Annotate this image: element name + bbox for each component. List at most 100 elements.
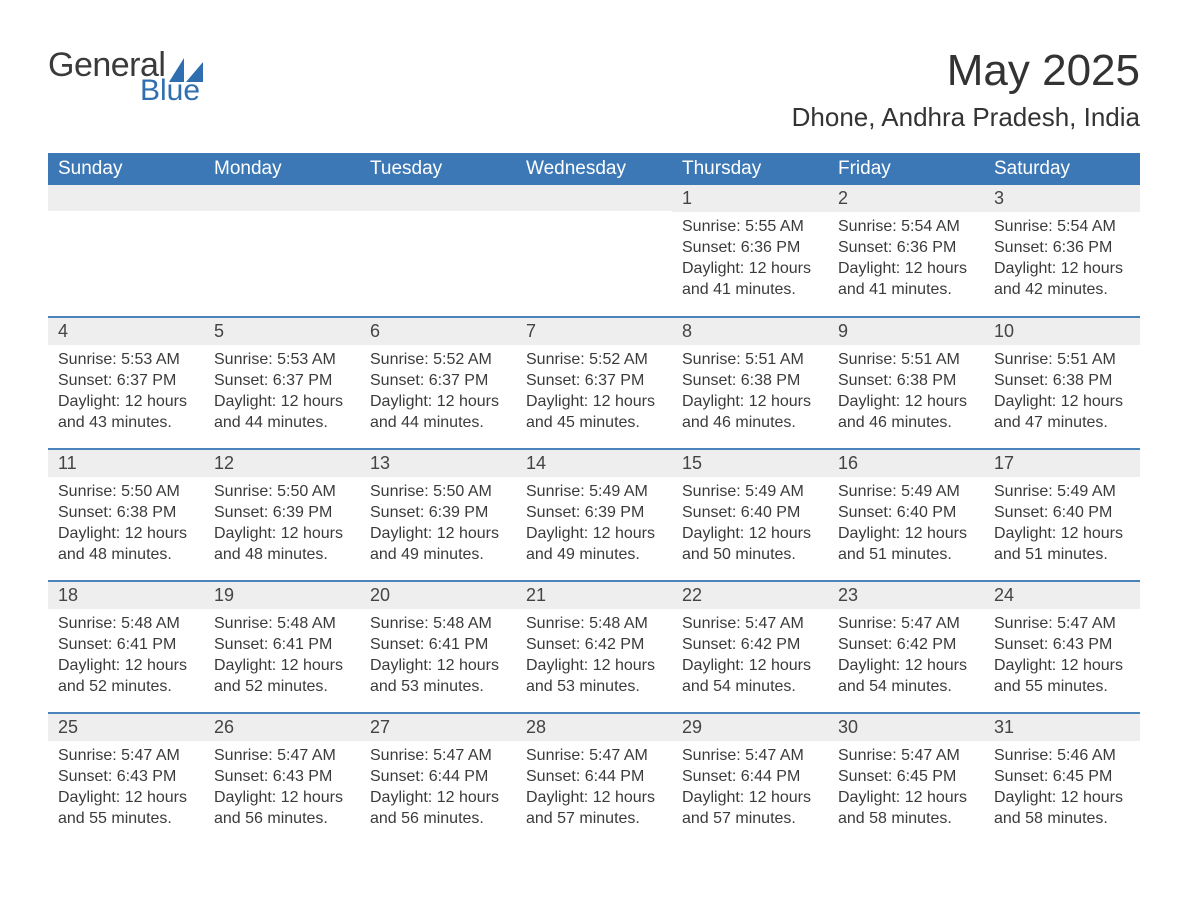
sunrise-value: 5:50 AM	[277, 483, 336, 500]
sunrise-label: Sunrise:	[838, 747, 897, 764]
day-details: Sunrise: 5:48 AMSunset: 6:41 PMDaylight:…	[204, 609, 360, 705]
sunrise-label: Sunrise:	[682, 615, 741, 632]
title-block: May 2025 Dhone, Andhra Pradesh, India	[792, 48, 1140, 147]
sunrise-label: Sunrise:	[58, 351, 117, 368]
sunrise-line: Sunrise: 5:47 AM	[214, 745, 350, 766]
day-details: Sunrise: 5:50 AMSunset: 6:39 PMDaylight:…	[204, 477, 360, 573]
day-details: Sunrise: 5:53 AMSunset: 6:37 PMDaylight:…	[204, 345, 360, 441]
sunset-value: 6:41 PM	[273, 636, 333, 653]
daylight-label: Daylight:	[526, 525, 588, 542]
sunset-line: Sunset: 6:43 PM	[994, 634, 1130, 655]
sunrise-value: 5:55 AM	[745, 218, 804, 235]
day-details: Sunrise: 5:49 AMSunset: 6:39 PMDaylight:…	[516, 477, 672, 573]
daylight-line: Daylight: 12 hours and 51 minutes.	[838, 523, 974, 565]
sunset-label: Sunset:	[682, 372, 736, 389]
sunrise-line: Sunrise: 5:47 AM	[58, 745, 194, 766]
sunset-line: Sunset: 6:41 PM	[214, 634, 350, 655]
sunrise-label: Sunrise:	[370, 747, 429, 764]
daylight-line: Daylight: 12 hours and 56 minutes.	[214, 787, 350, 829]
daylight-line: Daylight: 12 hours and 54 minutes.	[682, 655, 818, 697]
daylight-line: Daylight: 12 hours and 44 minutes.	[370, 391, 506, 433]
sunrise-label: Sunrise:	[370, 483, 429, 500]
sunset-label: Sunset:	[370, 372, 424, 389]
sunrise-label: Sunrise:	[526, 615, 585, 632]
sunrise-line: Sunrise: 5:49 AM	[838, 481, 974, 502]
daylight-line: Daylight: 12 hours and 43 minutes.	[58, 391, 194, 433]
sunset-value: 6:44 PM	[585, 768, 645, 785]
daylight-label: Daylight:	[994, 657, 1056, 674]
sunrise-label: Sunrise:	[370, 615, 429, 632]
daylight-label: Daylight:	[994, 525, 1056, 542]
sunset-line: Sunset: 6:42 PM	[838, 634, 974, 655]
sunrise-label: Sunrise:	[994, 615, 1053, 632]
sunrise-line: Sunrise: 5:50 AM	[214, 481, 350, 502]
sunset-value: 6:39 PM	[273, 504, 333, 521]
sunset-value: 6:40 PM	[897, 504, 957, 521]
weekday-header-row: Sunday Monday Tuesday Wednesday Thursday…	[48, 153, 1140, 185]
calendar-day-cell: 28Sunrise: 5:47 AMSunset: 6:44 PMDayligh…	[516, 713, 672, 845]
daylight-line: Daylight: 12 hours and 56 minutes.	[370, 787, 506, 829]
sunrise-value: 5:46 AM	[1057, 747, 1116, 764]
day-number: 30	[828, 714, 984, 741]
sunset-line: Sunset: 6:37 PM	[214, 370, 350, 391]
sunrise-value: 5:47 AM	[433, 747, 492, 764]
sunset-label: Sunset:	[682, 504, 736, 521]
weekday-header: Thursday	[672, 153, 828, 185]
sunset-line: Sunset: 6:44 PM	[370, 766, 506, 787]
calendar-day-cell: 19Sunrise: 5:48 AMSunset: 6:41 PMDayligh…	[204, 581, 360, 713]
weekday-header: Sunday	[48, 153, 204, 185]
daylight-line: Daylight: 12 hours and 49 minutes.	[526, 523, 662, 565]
daylight-label: Daylight:	[838, 657, 900, 674]
daylight-line: Daylight: 12 hours and 58 minutes.	[994, 787, 1130, 829]
sunrise-line: Sunrise: 5:53 AM	[58, 349, 194, 370]
calendar-week-row: 11Sunrise: 5:50 AMSunset: 6:38 PMDayligh…	[48, 449, 1140, 581]
weekday-header: Monday	[204, 153, 360, 185]
calendar-day-cell: 10Sunrise: 5:51 AMSunset: 6:38 PMDayligh…	[984, 317, 1140, 449]
calendar-day-cell	[360, 185, 516, 317]
sunrise-value: 5:47 AM	[1057, 615, 1116, 632]
daylight-label: Daylight:	[526, 789, 588, 806]
calendar-table: Sunday Monday Tuesday Wednesday Thursday…	[48, 153, 1140, 845]
day-details: Sunrise: 5:47 AMSunset: 6:45 PMDaylight:…	[828, 741, 984, 837]
sunset-value: 6:43 PM	[1053, 636, 1113, 653]
sunrise-line: Sunrise: 5:52 AM	[370, 349, 506, 370]
day-number: 21	[516, 582, 672, 609]
daylight-line: Daylight: 12 hours and 57 minutes.	[526, 787, 662, 829]
calendar-day-cell: 4Sunrise: 5:53 AMSunset: 6:37 PMDaylight…	[48, 317, 204, 449]
day-details: Sunrise: 5:55 AMSunset: 6:36 PMDaylight:…	[672, 212, 828, 308]
daylight-line: Daylight: 12 hours and 46 minutes.	[838, 391, 974, 433]
day-number: 8	[672, 318, 828, 345]
sunrise-line: Sunrise: 5:48 AM	[214, 613, 350, 634]
sunrise-value: 5:49 AM	[589, 483, 648, 500]
day-number: 14	[516, 450, 672, 477]
sunrise-label: Sunrise:	[838, 351, 897, 368]
daylight-label: Daylight:	[370, 789, 432, 806]
calendar-day-cell: 9Sunrise: 5:51 AMSunset: 6:38 PMDaylight…	[828, 317, 984, 449]
sunrise-line: Sunrise: 5:47 AM	[994, 613, 1130, 634]
day-details: Sunrise: 5:47 AMSunset: 6:43 PMDaylight:…	[48, 741, 204, 837]
day-number: 2	[828, 185, 984, 212]
sunset-line: Sunset: 6:40 PM	[994, 502, 1130, 523]
sunset-value: 6:37 PM	[585, 372, 645, 389]
day-details: Sunrise: 5:47 AMSunset: 6:43 PMDaylight:…	[984, 609, 1140, 705]
sunset-label: Sunset:	[838, 768, 892, 785]
calendar-day-cell: 2Sunrise: 5:54 AMSunset: 6:36 PMDaylight…	[828, 185, 984, 317]
daylight-label: Daylight:	[682, 657, 744, 674]
day-number: 27	[360, 714, 516, 741]
empty-day	[516, 185, 672, 211]
sunset-line: Sunset: 6:38 PM	[682, 370, 818, 391]
sunset-value: 6:42 PM	[585, 636, 645, 653]
calendar-day-cell: 21Sunrise: 5:48 AMSunset: 6:42 PMDayligh…	[516, 581, 672, 713]
sunset-label: Sunset:	[370, 768, 424, 785]
sunset-value: 6:39 PM	[429, 504, 489, 521]
calendar-day-cell	[204, 185, 360, 317]
sunset-label: Sunset:	[370, 636, 424, 653]
sunset-line: Sunset: 6:37 PM	[370, 370, 506, 391]
sunset-label: Sunset:	[994, 636, 1048, 653]
day-details: Sunrise: 5:49 AMSunset: 6:40 PMDaylight:…	[672, 477, 828, 573]
sunset-label: Sunset:	[58, 372, 112, 389]
daylight-line: Daylight: 12 hours and 55 minutes.	[58, 787, 194, 829]
daylight-label: Daylight:	[682, 525, 744, 542]
day-details: Sunrise: 5:47 AMSunset: 6:42 PMDaylight:…	[672, 609, 828, 705]
daylight-line: Daylight: 12 hours and 45 minutes.	[526, 391, 662, 433]
